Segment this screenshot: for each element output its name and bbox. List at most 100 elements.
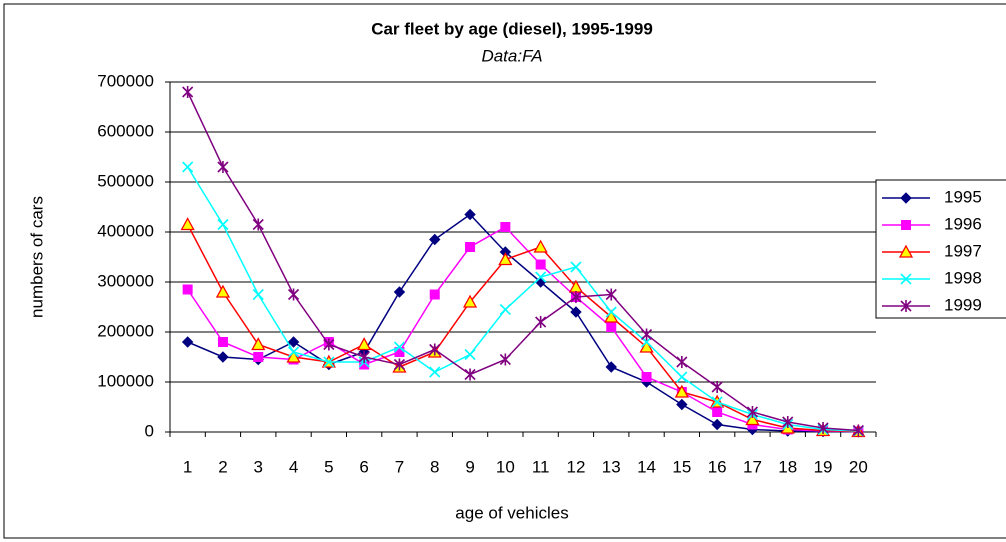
marker-shape bbox=[605, 288, 617, 301]
marker bbox=[180, 217, 195, 231]
y-tick-label: 500000 bbox=[97, 171, 154, 190]
marker-shape bbox=[500, 222, 511, 232]
legend-label: 1999 bbox=[944, 295, 982, 314]
marker-shape bbox=[358, 351, 370, 363]
marker-shape bbox=[182, 284, 193, 295]
marker bbox=[605, 288, 617, 301]
legend-box bbox=[875, 179, 1006, 319]
x-axis-label: age of vehicles bbox=[455, 503, 568, 522]
marker-shape bbox=[323, 338, 335, 351]
marker bbox=[182, 284, 193, 295]
marker-shape bbox=[674, 384, 689, 398]
y-tick-label: 700000 bbox=[97, 71, 154, 90]
marker-shape bbox=[462, 294, 478, 308]
x-tick-label: 17 bbox=[743, 457, 762, 476]
marker-shape bbox=[215, 284, 231, 298]
marker-shape bbox=[251, 337, 266, 351]
marker bbox=[217, 218, 229, 231]
marker-shape bbox=[639, 339, 654, 353]
marker bbox=[182, 161, 194, 173]
marker-shape bbox=[217, 161, 229, 173]
marker bbox=[393, 341, 406, 353]
x-tick-label: 11 bbox=[532, 457, 550, 476]
marker bbox=[464, 348, 476, 361]
marker-shape bbox=[181, 336, 194, 348]
marker bbox=[252, 218, 264, 231]
series-line bbox=[186, 91, 859, 432]
y-tick-label: 200000 bbox=[97, 321, 154, 340]
marker bbox=[535, 271, 547, 283]
marker-shape bbox=[253, 352, 264, 362]
marker-shape bbox=[287, 336, 300, 348]
marker bbox=[429, 343, 441, 356]
marker bbox=[462, 294, 478, 308]
legend-label: 1997 bbox=[944, 241, 982, 260]
marker-shape bbox=[286, 349, 301, 363]
marker bbox=[782, 416, 794, 428]
marker bbox=[639, 339, 654, 353]
marker-shape bbox=[898, 244, 914, 258]
legend-label: 1998 bbox=[944, 268, 982, 287]
marker-shape bbox=[570, 306, 582, 318]
marker-shape bbox=[217, 218, 229, 231]
marker-shape bbox=[287, 346, 300, 358]
marker-shape bbox=[745, 412, 760, 426]
marker bbox=[570, 306, 582, 318]
x-tick-label: 7 bbox=[395, 457, 404, 476]
marker-shape bbox=[605, 306, 617, 318]
marker bbox=[181, 336, 194, 348]
marker bbox=[215, 284, 231, 298]
x-tick-label: 2 bbox=[218, 457, 227, 476]
marker bbox=[357, 337, 372, 351]
marker-shape bbox=[604, 309, 619, 323]
marker-shape bbox=[182, 161, 194, 173]
marker bbox=[465, 242, 476, 252]
x-tick-label: 10 bbox=[496, 457, 515, 476]
x-tick-label: 18 bbox=[778, 457, 797, 476]
marker bbox=[711, 381, 723, 393]
marker bbox=[358, 351, 370, 363]
series-line bbox=[186, 224, 859, 433]
marker bbox=[252, 288, 264, 301]
x-tick-label: 20 bbox=[849, 457, 868, 476]
marker bbox=[500, 222, 511, 232]
x-tick-label: 3 bbox=[254, 457, 263, 476]
marker bbox=[499, 303, 511, 316]
chart-subtitle: Data:FA bbox=[481, 46, 542, 65]
marker bbox=[464, 368, 476, 381]
marker-shape bbox=[498, 252, 513, 266]
marker-shape bbox=[464, 208, 476, 221]
marker bbox=[641, 372, 652, 382]
marker bbox=[535, 316, 547, 328]
marker bbox=[323, 356, 335, 368]
marker-shape bbox=[535, 271, 547, 283]
marker-shape bbox=[852, 424, 864, 437]
marker bbox=[429, 233, 441, 246]
marker bbox=[676, 356, 688, 368]
y-axis-label: numbers of cars bbox=[27, 196, 46, 318]
marker-shape bbox=[464, 348, 476, 361]
marker-shape bbox=[606, 322, 617, 332]
x-tick-label: 14 bbox=[637, 457, 656, 476]
marker bbox=[429, 366, 441, 378]
marker bbox=[570, 261, 582, 273]
marker bbox=[606, 322, 617, 332]
marker bbox=[535, 259, 546, 270]
y-tick-label: 400000 bbox=[97, 221, 154, 240]
y-tick-label: 300000 bbox=[97, 271, 154, 290]
x-tick-label: 6 bbox=[359, 457, 368, 476]
x-tick-label: 9 bbox=[465, 457, 474, 476]
marker-shape bbox=[711, 396, 723, 408]
marker bbox=[711, 396, 723, 408]
marker-shape bbox=[323, 356, 335, 368]
marker-shape bbox=[900, 300, 912, 312]
x-tick-label: 5 bbox=[324, 457, 333, 476]
x-tick-label: 8 bbox=[430, 457, 439, 476]
marker bbox=[217, 351, 229, 363]
marker bbox=[217, 161, 229, 173]
marker-shape bbox=[900, 192, 912, 204]
marker-shape bbox=[640, 328, 653, 341]
marker-shape bbox=[533, 239, 548, 253]
marker-shape bbox=[182, 86, 194, 98]
marker-shape bbox=[464, 368, 476, 381]
